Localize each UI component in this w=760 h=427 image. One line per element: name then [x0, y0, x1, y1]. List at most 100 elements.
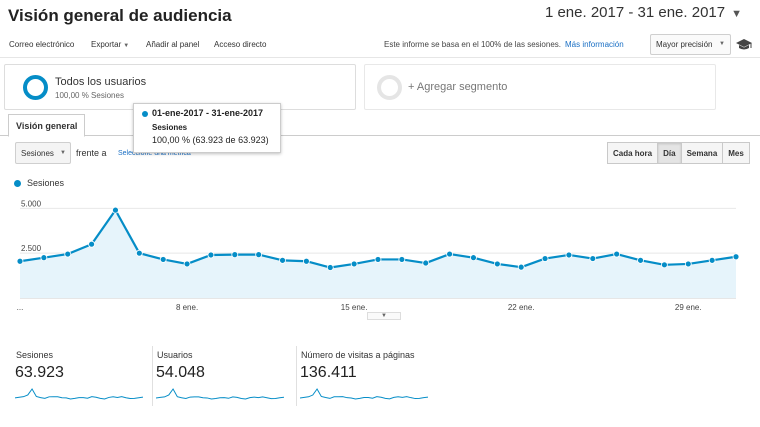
data-point [255, 251, 263, 259]
precision-label: Mayor precisión [656, 40, 713, 49]
summary-value: 136.411 [300, 364, 357, 381]
tooltip: 01-ene-2017 - 31-ene-2017 Sesiones 100,0… [133, 103, 281, 153]
sparkline-path [300, 388, 428, 400]
summary-sessions[interactable]: Sesiones 63.923 [12, 346, 148, 406]
add-to-dashboard-button[interactable]: Añadir al panel [146, 40, 200, 49]
data-point [613, 250, 621, 258]
export-button[interactable]: Exportar ▼ [91, 40, 129, 49]
y-tick-label: 2.500 [21, 244, 42, 253]
metric-select[interactable]: Sesiones ▼ [15, 142, 71, 164]
date-range-selector[interactable]: 1 ene. 2017 - 31 ene. 2017 ▼ [545, 4, 742, 21]
data-point [732, 253, 740, 261]
data-point [207, 251, 215, 259]
chevron-down-icon: ▼ [123, 43, 130, 49]
segment-subtitle: 100,00 % Sesiones [55, 91, 124, 100]
time-hourly-button[interactable]: Cada hora [607, 142, 659, 164]
legend-dot [14, 180, 21, 187]
tooltip-date: 01-ene-2017 - 31-ene-2017 [152, 108, 264, 118]
tooltip-metric: Sesiones [152, 123, 188, 132]
summary-label: Sesiones [16, 350, 54, 360]
time-month-button[interactable]: Mes [722, 142, 750, 164]
segment-ring-icon [377, 75, 402, 100]
data-point [326, 264, 334, 271]
x-tick-label: 15 ene. [341, 303, 368, 312]
data-point [446, 250, 454, 258]
tab-bar: Visión general [0, 112, 760, 137]
time-day-button[interactable]: Día [657, 142, 682, 164]
segment-name: Todos los usuarios [55, 76, 147, 88]
data-point [661, 261, 668, 269]
more-info-link[interactable]: Más información [565, 40, 624, 49]
summary-label: Usuarios [157, 350, 193, 360]
segment-all-users[interactable]: Todos los usuarios 100,00 % Sesiones [4, 64, 356, 110]
x-tick-label: 8 ene. [176, 303, 198, 312]
data-point [112, 206, 119, 214]
area-fill [20, 210, 736, 298]
summary-value: 63.923 [15, 364, 64, 381]
y-tick-label: 5.000 [21, 199, 42, 208]
metric-select-label: Sesiones [21, 149, 54, 158]
data-point [470, 254, 477, 262]
summary-pageviews[interactable]: Número de visitas a páginas 136.411 [296, 346, 434, 406]
data-point [64, 250, 72, 258]
chevron-down-icon: ▼ [60, 150, 66, 156]
tab-overview[interactable]: Visión general [8, 114, 86, 137]
summary-users[interactable]: Usuarios 54.048 [152, 346, 288, 406]
summary-label: Número de visitas a páginas [301, 350, 415, 360]
sessions-chart: 5.000 2.500... 8 ene. 15 ene. 22 ene. 29 ene. [16, 199, 740, 312]
data-point [302, 257, 310, 265]
sparkline-path [156, 388, 284, 400]
data-point [231, 251, 239, 259]
data-point [279, 256, 286, 264]
sparkline-path [15, 388, 143, 400]
data-point [589, 255, 597, 262]
sparkline [300, 388, 428, 400]
toolbar: Correo electrónico Exportar ▼ Añadir al p… [0, 30, 760, 58]
data-point [517, 263, 525, 271]
x-tick-label: 29 ene. [675, 303, 702, 312]
chevron-down-icon: ▼ [731, 8, 742, 20]
data-point [16, 257, 24, 265]
data-point [541, 255, 549, 262]
data-point [350, 260, 358, 268]
summary-value: 54.048 [156, 364, 205, 381]
tooltip-value: 100,00 % (63.923 de 63.923) [152, 135, 269, 145]
segment-ring-icon [23, 75, 48, 100]
precision-select[interactable]: Mayor precisión ▼ [650, 34, 731, 55]
time-week-button[interactable]: Semana [680, 142, 724, 164]
data-point [135, 249, 143, 257]
select-metric-link[interactable]: Seleccione una métrica [118, 150, 191, 157]
sparkline [156, 388, 284, 400]
metric-row: Sesiones ▼ frente a Seleccione una métric… [0, 142, 760, 168]
x-tick-label: ... [17, 303, 24, 312]
tooltip-dot [142, 111, 148, 117]
data-point [684, 260, 692, 268]
data-point [708, 256, 716, 264]
chevron-down-icon: ▼ [719, 41, 725, 47]
x-tick-label: 22 ene. [508, 303, 535, 312]
data-point [637, 256, 644, 264]
data-point [374, 256, 382, 263]
shortcut-button[interactable]: Acceso directo [214, 40, 267, 49]
add-segment-button[interactable]: + Agregar segmento [364, 64, 716, 110]
sampling-note: Este informe se basa en el 100% de las s… [384, 40, 624, 49]
data-point [88, 240, 95, 248]
data-point [40, 254, 48, 262]
data-point [565, 251, 573, 259]
chart-legend: Sesiones [14, 178, 64, 188]
data-point [493, 260, 501, 268]
data-point [159, 256, 167, 263]
collapse-chart-button[interactable]: ▼ [367, 312, 401, 320]
graduation-cap-icon[interactable] [735, 38, 753, 52]
segment-bar: Todos los usuarios 100,00 % Sesiones + A… [0, 60, 760, 112]
summary-metrics: Sesiones 63.923 Usuarios 54.048 Número d… [0, 340, 760, 420]
versus-label: frente a [76, 148, 107, 158]
email-button[interactable]: Correo electrónico [9, 40, 75, 49]
legend-label: Sesiones [27, 178, 65, 188]
data-point [422, 259, 430, 267]
data-point [398, 256, 406, 263]
time-granularity-group: Cada hora Día Semana Mes [607, 142, 750, 164]
add-segment-label: + Agregar segmento [408, 81, 508, 93]
date-range-label: 1 ene. 2017 - 31 ene. 2017 [544, 4, 726, 21]
data-point [183, 260, 191, 268]
